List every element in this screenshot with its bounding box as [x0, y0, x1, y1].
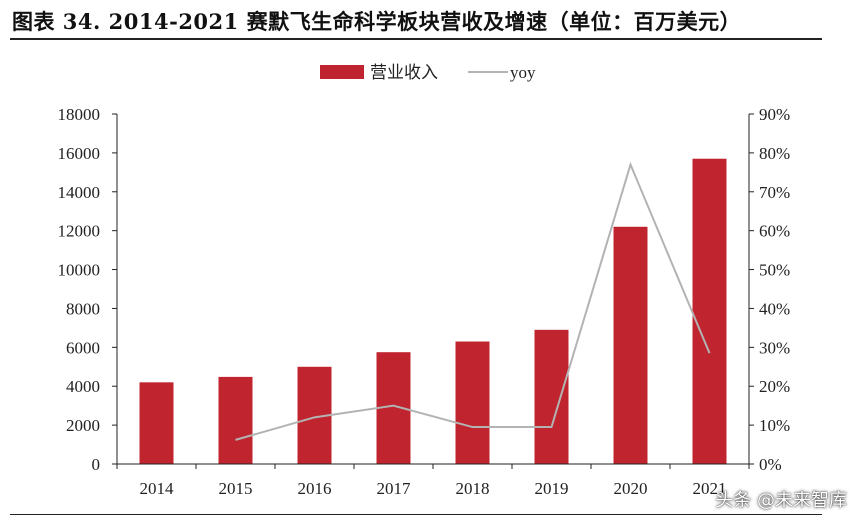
left-tick-label: 0: [92, 455, 101, 474]
bottom-divider: [10, 514, 822, 515]
right-tick-label: 30%: [759, 338, 790, 357]
x-tick-label: 2020: [614, 479, 648, 498]
left-tick-label: 8000: [66, 299, 100, 318]
x-tick-label: 2016: [298, 479, 332, 498]
x-tick-label: 2014: [140, 479, 175, 498]
yoy-line: [235, 161, 711, 441]
left-tick-label: 12000: [58, 222, 101, 241]
x-tick-label: 2021: [693, 479, 727, 498]
right-tick-label: 70%: [759, 183, 790, 202]
watermark: 头条 @未来智库: [715, 490, 847, 511]
left-tick-label: 10000: [58, 261, 101, 280]
bar-2021: [692, 158, 727, 464]
legend: 营业收入 yoy: [320, 63, 536, 82]
right-tick-label: 50%: [759, 261, 790, 280]
right-tick-label: 20%: [759, 377, 790, 396]
chart-title: 图表 34. 2014-2021 赛默飞生命科学板块营收及增速（单位：百万美元）: [12, 9, 742, 34]
left-tick-label: 14000: [58, 183, 101, 202]
right-tick-label: 90%: [759, 105, 790, 124]
bar-2014: [139, 382, 174, 464]
left-tick-label: 6000: [66, 338, 100, 357]
right-tick-label: 40%: [759, 299, 790, 318]
left-tick-label: 18000: [58, 105, 101, 124]
left-tick-label: 16000: [58, 144, 101, 163]
bar-2019: [534, 329, 569, 464]
title-divider: [10, 38, 822, 40]
legend-label-revenue: 营业收入: [370, 63, 438, 82]
x-tick-label: 2017: [377, 479, 412, 498]
left-tick-label: 2000: [66, 416, 100, 435]
right-tick-label: 0%: [759, 455, 782, 474]
plot-area: 0 2000 4000 6000 8000 10000 12000 14000 16000 180…: [58, 105, 791, 498]
bar-2018: [455, 341, 490, 464]
left-tick-label: 4000: [66, 377, 100, 396]
bar-2020: [613, 226, 648, 464]
right-tick-label: 10%: [759, 416, 790, 435]
right-tick-label: 80%: [759, 144, 790, 163]
right-tick-label: 60%: [759, 222, 790, 241]
bar-2015: [218, 376, 253, 464]
legend-swatch-revenue: [320, 65, 364, 79]
x-tick-label: 2019: [535, 479, 569, 498]
legend-label-yoy: yoy: [510, 63, 536, 82]
x-tick-label: 2018: [456, 479, 490, 498]
x-tick-label: 2015: [219, 479, 253, 498]
